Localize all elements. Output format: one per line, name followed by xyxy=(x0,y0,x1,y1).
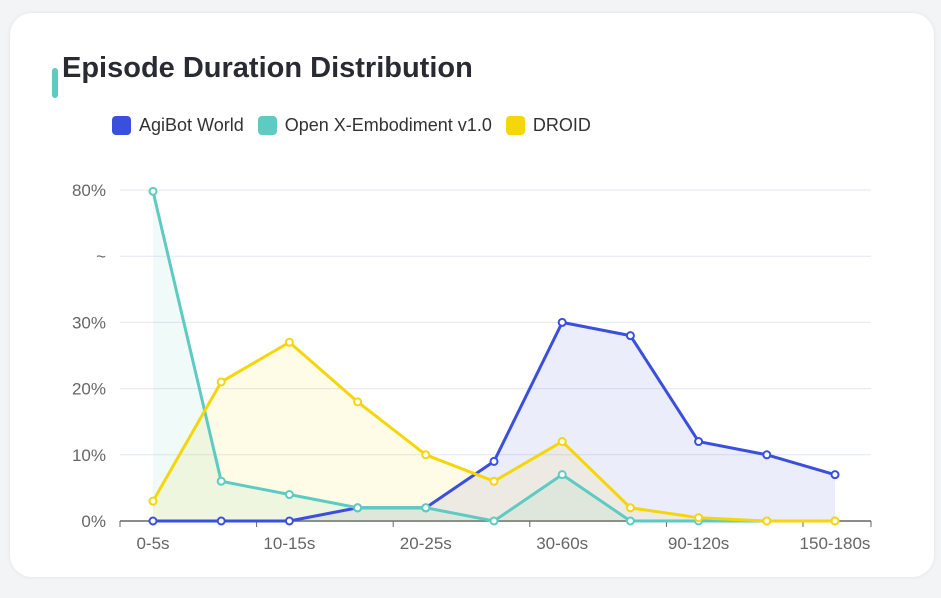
data-point xyxy=(830,516,840,526)
data-point xyxy=(489,456,499,466)
legend-item-oxe[interactable]: Open X-Embodiment v1.0 xyxy=(257,115,492,136)
y-tick-label: ~ xyxy=(96,247,106,266)
data-point xyxy=(557,317,567,327)
y-tick-label: 20% xyxy=(72,380,106,399)
data-point xyxy=(148,186,158,196)
y-tick-label: 10% xyxy=(72,446,106,465)
x-tick-label: 150-180s xyxy=(800,534,871,553)
data-point xyxy=(284,516,294,526)
data-point xyxy=(284,490,294,500)
data-point xyxy=(353,503,363,513)
data-point xyxy=(216,476,226,486)
legend-item-droid[interactable]: DROID xyxy=(505,115,591,136)
series-area xyxy=(153,342,835,521)
legend-label: DROID xyxy=(532,115,591,135)
x-tick-label: 30-60s xyxy=(536,534,588,553)
legend-label: Open X-Embodiment v1.0 xyxy=(284,115,492,135)
data-point xyxy=(625,516,635,526)
data-point xyxy=(353,397,363,407)
series-area xyxy=(153,322,835,521)
legend-swatch xyxy=(505,116,525,135)
y-tick-label: 80% xyxy=(72,181,106,200)
legend-item-agibot[interactable]: AgiBot World xyxy=(112,115,244,136)
data-point xyxy=(216,377,226,387)
x-tick-label: 90-120s xyxy=(668,534,729,553)
data-point xyxy=(489,476,499,486)
data-point xyxy=(421,503,431,513)
data-point xyxy=(625,331,635,341)
x-tick-label: 20-25s xyxy=(400,534,452,553)
legend: AgiBot World Open X-Embodiment v1.0 DROI… xyxy=(112,115,591,136)
data-point xyxy=(830,470,840,480)
series-area xyxy=(153,191,835,521)
title-accent-bar xyxy=(52,68,58,98)
legend-swatch xyxy=(257,116,277,135)
y-tick-label: 0% xyxy=(81,512,106,531)
data-point xyxy=(284,337,294,347)
data-point xyxy=(557,470,567,480)
data-point xyxy=(421,450,431,460)
y-tick-label: 30% xyxy=(72,313,106,332)
data-point xyxy=(625,503,635,513)
data-point xyxy=(762,450,772,460)
data-point xyxy=(148,496,158,506)
x-tick-label: 10-15s xyxy=(263,534,315,553)
x-tick-label: 0-5s xyxy=(136,534,169,553)
data-point xyxy=(216,516,226,526)
legend-swatch xyxy=(112,116,131,135)
data-point xyxy=(489,516,499,526)
chart-title: Episode Duration Distribution xyxy=(62,52,473,84)
data-point xyxy=(694,437,704,447)
data-point xyxy=(762,516,772,526)
data-point xyxy=(148,516,158,526)
legend-label: AgiBot World xyxy=(139,115,244,135)
data-point xyxy=(557,437,567,447)
data-point xyxy=(694,513,704,523)
